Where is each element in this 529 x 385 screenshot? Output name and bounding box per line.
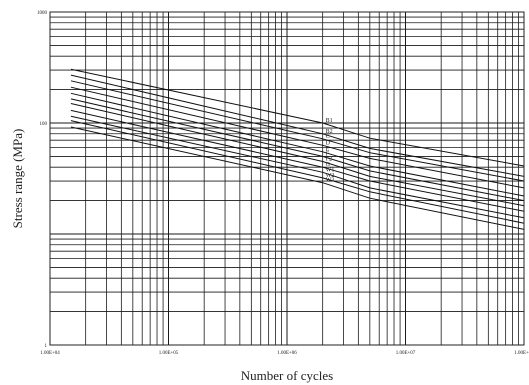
x-tick-label: 1.00E+08 (514, 351, 529, 356)
curve-label-w2: W2 (326, 173, 335, 179)
curve-label-f: F (326, 151, 330, 157)
sn-curve-b1 (70, 68, 525, 167)
sn-curve-d (70, 86, 525, 189)
x-tick-label: 1.00E+06 (277, 351, 297, 356)
x-axis-title: Number of cycles (241, 368, 333, 383)
x-tick-label: 1.00E+07 (396, 351, 416, 356)
curve-label-w1: W1 (326, 167, 335, 173)
curve-label-b2: B2 (326, 129, 333, 135)
sn-curve-e (70, 92, 525, 197)
x-tick-label: 1.00E+05 (159, 351, 179, 356)
curve-label-d: D (326, 140, 331, 146)
y-axis-title: Stress range (MPa) (10, 129, 25, 229)
curve-label-w3: W3 (326, 178, 335, 184)
sn-curve-w3 (70, 126, 525, 230)
sn-curves (70, 68, 525, 230)
sn-curve-b2 (70, 74, 525, 177)
curve-label-g: G (326, 162, 331, 168)
curve-label-c: C (326, 134, 330, 140)
y-tick-label: 100 (40, 122, 48, 127)
curve-label-f2: F2 (326, 156, 332, 162)
sn-curve-w2 (70, 120, 525, 224)
x-tick-label: 1.00E+04 (40, 351, 60, 356)
sn-curve-g (70, 109, 525, 212)
tick-labels: 1.00E+04 1.00E+05 1.00E+06 1.00E+07 1.00E+08… (37, 11, 529, 356)
sn-curve-w1 (70, 115, 525, 219)
curve-label-e: E (326, 147, 330, 153)
sn-curve-c (70, 80, 525, 182)
sn-curve-f2 (70, 103, 525, 207)
y-tick-label: 1000 (37, 11, 48, 16)
grid (49, 12, 524, 346)
plot-area-frame (49, 11, 525, 346)
sn-curve-f (70, 98, 525, 202)
y-tick-label: 1 (45, 344, 48, 349)
curve-label-b1: B1 (326, 118, 333, 124)
